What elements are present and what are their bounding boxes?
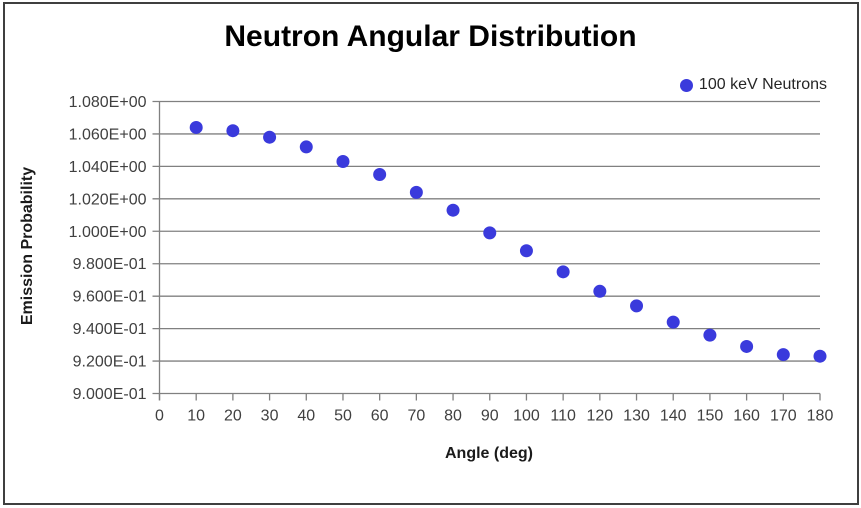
x-tick-label: 110	[550, 408, 576, 425]
data-point	[593, 284, 607, 298]
y-tick-label: 1.040E+00	[69, 159, 147, 176]
data-point	[189, 120, 203, 134]
x-tick-label: 100	[513, 408, 540, 425]
x-tick-label: 0	[155, 408, 164, 425]
x-axis-ticks	[158, 393, 821, 401]
data-point	[630, 299, 644, 313]
x-tick-label: 60	[371, 408, 389, 425]
x-axis-title: Angle (deg)	[445, 445, 533, 462]
x-tick-label: 70	[407, 408, 425, 425]
x-tick-label: 180	[807, 408, 834, 425]
data-point	[813, 349, 827, 363]
data-point	[299, 140, 313, 154]
y-axis-title: Emission Probability	[19, 166, 36, 326]
x-tick-label: 140	[660, 408, 687, 425]
y-tick-label: 9.600E-01	[73, 289, 147, 306]
x-tick-label: 20	[224, 408, 242, 425]
data-point	[446, 203, 460, 217]
data-point	[519, 244, 533, 258]
legend: 100 keV Neutrons	[679, 76, 827, 94]
legend-label: 100 keV Neutrons	[698, 76, 827, 93]
x-tick-labels: 0 10 20 30 40 50 60 70 80 90 100 110 120 130 140 150 160…	[155, 408, 833, 425]
data-point	[556, 265, 570, 279]
legend-marker-icon	[679, 78, 693, 92]
y-tick-labels: 1.080E+00 1.060E+00 1.040E+00 1.020E+00 1.00…	[69, 94, 147, 403]
data-point	[409, 185, 423, 199]
data-point	[373, 168, 387, 181]
y-tick-label: 9.800E-01	[73, 256, 147, 273]
y-tick-label: 9.200E-01	[73, 354, 147, 371]
data-point	[703, 328, 717, 342]
chart-title: Neutron Angular Distribution	[224, 20, 637, 53]
x-tick-label: 160	[733, 408, 760, 425]
x-tick-label: 50	[334, 408, 352, 425]
data-point	[226, 124, 240, 138]
y-tick-label: 1.020E+00	[69, 191, 147, 208]
y-tick-label: 9.400E-01	[73, 321, 147, 338]
x-tick-label: 90	[481, 408, 499, 425]
data-point	[336, 155, 350, 169]
data-point	[263, 130, 277, 144]
data-point	[483, 226, 497, 240]
x-tick-label: 120	[586, 408, 613, 425]
x-tick-label: 150	[697, 408, 724, 425]
data-point	[740, 339, 754, 353]
data-point	[666, 315, 680, 329]
x-tick-label: 80	[444, 408, 462, 425]
x-tick-label: 40	[297, 408, 315, 425]
y-tick-label: 9.000E-01	[73, 386, 147, 403]
y-tick-label: 1.080E+00	[69, 94, 147, 111]
data-point	[776, 348, 790, 362]
x-tick-label: 170	[770, 408, 797, 425]
data-points-100-kev-neutrons	[189, 120, 827, 363]
x-tick-label: 130	[623, 408, 650, 425]
x-tick-label: 10	[187, 408, 205, 425]
y-tick-label: 1.060E+00	[69, 126, 147, 143]
y-tick-label: 1.000E+00	[69, 224, 147, 241]
gridlines	[152, 100, 820, 395]
x-tick-label: 30	[261, 408, 279, 425]
